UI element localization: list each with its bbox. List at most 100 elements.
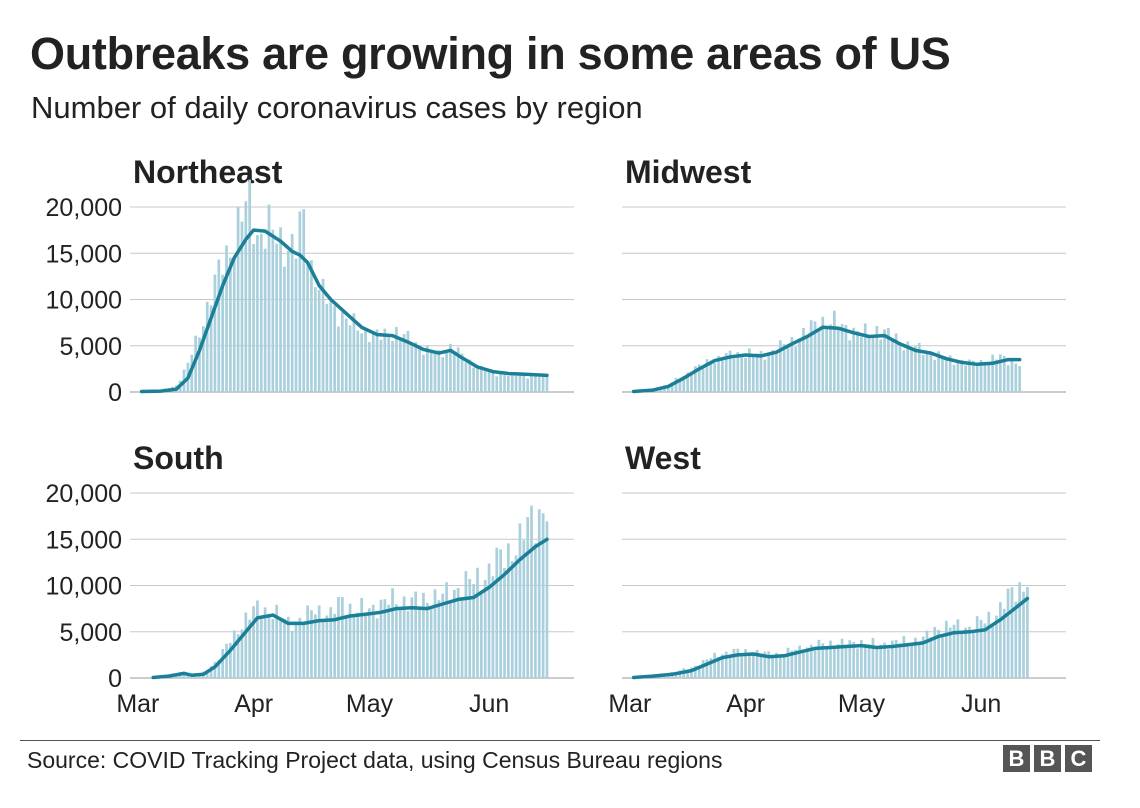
daily-bar — [433, 589, 437, 678]
daily-bar — [944, 620, 948, 678]
daily-bar — [205, 301, 209, 392]
daily-bar — [313, 614, 317, 678]
daily-bar — [933, 627, 937, 678]
daily-bar — [360, 333, 363, 392]
daily-bar — [728, 350, 732, 392]
daily-bar — [686, 372, 689, 392]
daily-bar — [503, 567, 506, 678]
daily-bar — [256, 600, 259, 678]
y-tick-label: 15,000 — [46, 240, 122, 268]
daily-bar — [879, 339, 883, 392]
daily-bar — [790, 337, 794, 392]
daily-bar — [694, 366, 697, 392]
daily-bar — [526, 378, 530, 392]
daily-bar — [813, 648, 817, 678]
x-tick-label: Apr — [234, 690, 273, 718]
daily-bar — [452, 589, 456, 678]
daily-bar — [383, 328, 387, 392]
daily-bar — [975, 616, 979, 678]
daily-bar — [979, 359, 983, 392]
daily-bar — [798, 645, 801, 678]
daily-bar — [236, 207, 240, 392]
daily-bar — [526, 517, 530, 678]
daily-bar — [341, 596, 344, 678]
daily-bar — [406, 611, 410, 678]
daily-bar — [929, 637, 933, 678]
daily-bar — [487, 563, 491, 678]
daily-bar — [921, 355, 925, 392]
daily-bar — [721, 654, 724, 678]
daily-bar — [483, 580, 487, 678]
daily-bar — [763, 651, 767, 678]
daily-bar — [701, 365, 705, 392]
daily-bar — [487, 369, 491, 392]
daily-bar — [491, 370, 495, 392]
daily-bar — [325, 615, 329, 678]
daily-bar — [229, 643, 232, 678]
daily-bar — [348, 325, 352, 392]
daily-bar — [1002, 608, 1006, 678]
daily-bar — [232, 258, 236, 392]
daily-bar — [771, 350, 774, 392]
daily-bar — [1014, 363, 1018, 392]
daily-bar — [825, 326, 828, 392]
daily-bar — [495, 376, 499, 392]
daily-bar — [225, 643, 228, 678]
daily-bar — [848, 340, 852, 392]
daily-bar — [267, 204, 271, 392]
daily-bar — [713, 652, 717, 678]
daily-bar — [724, 651, 728, 678]
daily-bar — [302, 623, 306, 678]
daily-bar — [713, 362, 717, 392]
panel-title: Northeast — [133, 154, 283, 190]
daily-bar — [217, 259, 221, 392]
daily-bar — [225, 245, 228, 392]
daily-bar — [290, 233, 294, 392]
daily-bar — [518, 375, 522, 392]
daily-bar — [198, 337, 201, 392]
daily-bar — [541, 373, 545, 392]
panel-title: South — [133, 440, 224, 476]
daily-bar — [975, 365, 979, 392]
daily-bar — [213, 274, 217, 392]
daily-bar — [541, 513, 545, 678]
daily-bar — [728, 655, 732, 678]
daily-bar — [956, 362, 960, 392]
daily-bar — [279, 617, 282, 678]
y-tick-label: 5,000 — [59, 619, 122, 647]
daily-bar — [302, 209, 306, 392]
daily-bar — [240, 629, 244, 678]
daily-bar — [805, 335, 809, 392]
daily-bar — [898, 343, 902, 392]
daily-bar — [960, 360, 964, 392]
daily-bar — [952, 624, 956, 678]
daily-bar — [391, 341, 394, 392]
daily-bar — [510, 372, 514, 392]
daily-bar — [468, 579, 472, 678]
daily-bar — [321, 278, 325, 392]
daily-bar — [256, 235, 259, 392]
daily-bar — [252, 606, 255, 678]
daily-bar — [902, 636, 906, 678]
daily-bar — [445, 350, 448, 392]
daily-bar — [836, 644, 840, 678]
daily-bar — [468, 359, 472, 392]
daily-bar — [759, 350, 763, 392]
daily-bar — [786, 647, 790, 678]
daily-bar — [782, 655, 786, 678]
daily-bar — [236, 634, 240, 678]
y-tick-label: 10,000 — [46, 287, 122, 315]
daily-bar — [464, 571, 468, 678]
panel-title: Midwest — [625, 154, 752, 190]
daily-bar — [310, 260, 313, 392]
daily-bar — [732, 648, 736, 678]
daily-bar — [987, 362, 991, 392]
daily-bar — [283, 618, 286, 678]
daily-bar — [778, 654, 782, 678]
daily-bar — [476, 368, 479, 392]
daily-bar — [736, 648, 740, 678]
daily-bar — [995, 615, 998, 678]
daily-bar — [279, 227, 282, 392]
daily-bar — [983, 364, 987, 392]
daily-bar — [879, 644, 883, 678]
